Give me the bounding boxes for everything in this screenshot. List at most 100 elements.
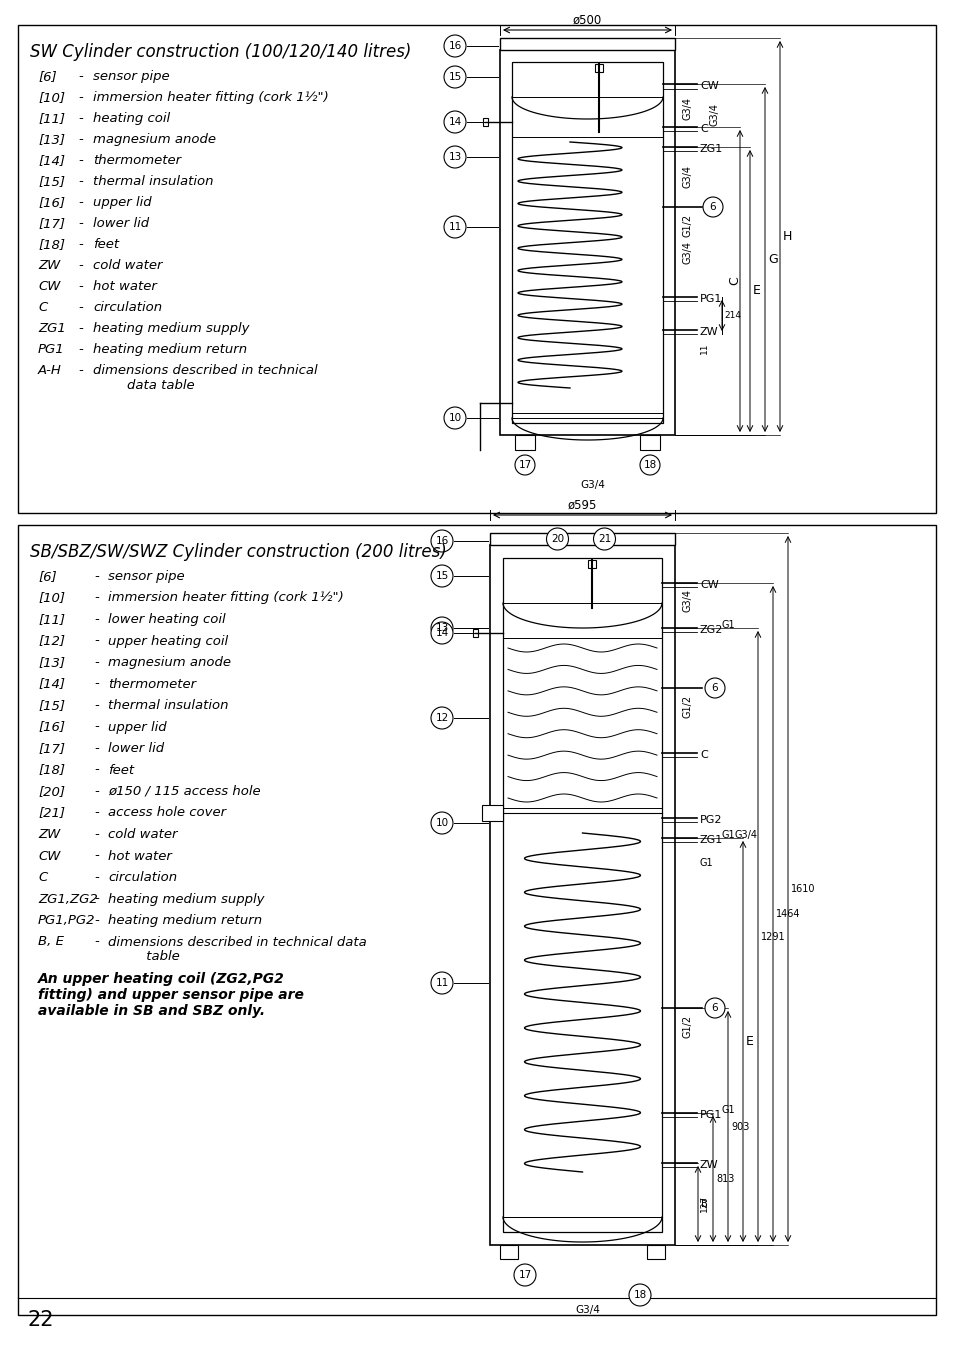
- Text: G1/2: G1/2: [682, 694, 692, 718]
- Text: ZW: ZW: [700, 327, 718, 338]
- Bar: [473, 629, 477, 638]
- Text: PG2: PG2: [700, 815, 721, 824]
- Text: 16: 16: [435, 537, 448, 546]
- Circle shape: [431, 530, 453, 551]
- Text: -: -: [94, 570, 99, 582]
- Text: 17: 17: [517, 1270, 531, 1280]
- Text: thermal insulation: thermal insulation: [108, 699, 229, 712]
- Bar: [639, 434, 659, 451]
- Text: heating medium return: heating medium return: [92, 343, 247, 356]
- Circle shape: [514, 1264, 536, 1286]
- Text: [10]: [10]: [38, 592, 65, 604]
- Text: 11: 11: [448, 222, 461, 231]
- Circle shape: [704, 678, 724, 698]
- Text: heating medium supply: heating medium supply: [108, 893, 264, 905]
- Text: G1/2: G1/2: [682, 214, 692, 237]
- Circle shape: [431, 812, 453, 834]
- Circle shape: [431, 972, 453, 994]
- Text: [13]: [13]: [38, 133, 65, 147]
- Text: -: -: [94, 936, 99, 948]
- Text: -: -: [94, 678, 99, 690]
- Text: 6: 6: [709, 202, 716, 213]
- Text: -: -: [78, 91, 83, 104]
- Text: [16]: [16]: [38, 721, 65, 733]
- Text: ø150 / 115 access hole: ø150 / 115 access hole: [108, 785, 260, 798]
- Text: sensor pipe: sensor pipe: [92, 70, 170, 83]
- Text: B: B: [700, 1198, 707, 1209]
- Text: 214: 214: [723, 311, 740, 320]
- Circle shape: [443, 66, 465, 87]
- Text: -: -: [94, 785, 99, 798]
- Bar: [481, 806, 502, 820]
- Text: -: -: [94, 829, 99, 841]
- Text: -: -: [78, 175, 83, 188]
- Text: immersion heater fitting (cork 1½"): immersion heater fitting (cork 1½"): [92, 91, 329, 104]
- Text: -: -: [94, 764, 99, 776]
- Text: G3/4: G3/4: [682, 165, 692, 188]
- Bar: [515, 434, 535, 451]
- Circle shape: [639, 455, 659, 475]
- Text: [6]: [6]: [38, 70, 56, 83]
- Text: access hole cover: access hole cover: [108, 807, 226, 819]
- Text: 1610: 1610: [790, 884, 815, 894]
- Text: ZG2: ZG2: [700, 625, 722, 635]
- Text: -: -: [94, 915, 99, 927]
- Text: SW Cylinder construction (100/120/140 litres): SW Cylinder construction (100/120/140 li…: [30, 43, 411, 61]
- Text: -: -: [78, 280, 83, 293]
- Text: G3/4: G3/4: [734, 830, 758, 841]
- Text: [14]: [14]: [38, 153, 65, 167]
- Text: -: -: [78, 70, 83, 83]
- Text: cold water: cold water: [108, 829, 177, 841]
- Text: [6]: [6]: [38, 570, 56, 582]
- Text: 21: 21: [598, 534, 611, 543]
- Text: -: -: [94, 807, 99, 819]
- Text: PG1,PG2: PG1,PG2: [38, 915, 95, 927]
- Text: H: H: [782, 230, 792, 243]
- Text: 15: 15: [448, 73, 461, 82]
- Circle shape: [443, 147, 465, 168]
- Text: dimensions described in technical data
         table: dimensions described in technical data t…: [108, 936, 366, 963]
- Text: [14]: [14]: [38, 678, 65, 690]
- Text: [12]: [12]: [38, 635, 65, 647]
- Text: dimensions described in technical
        data table: dimensions described in technical data t…: [92, 364, 317, 391]
- Bar: [595, 65, 603, 73]
- Circle shape: [431, 617, 453, 639]
- Text: 14: 14: [435, 628, 448, 638]
- Text: PG1: PG1: [700, 295, 721, 304]
- Circle shape: [443, 112, 465, 133]
- Text: G1: G1: [721, 620, 735, 629]
- Text: heating coil: heating coil: [92, 112, 170, 125]
- Text: -: -: [94, 850, 99, 862]
- Bar: [499, 50, 675, 434]
- Text: 18: 18: [642, 460, 656, 469]
- Circle shape: [443, 408, 465, 429]
- Text: [17]: [17]: [38, 217, 65, 230]
- Text: feet: feet: [108, 764, 134, 776]
- Text: ZG1: ZG1: [700, 144, 722, 153]
- Circle shape: [704, 998, 724, 1018]
- Text: upper heating coil: upper heating coil: [108, 635, 228, 647]
- Text: -: -: [94, 635, 99, 647]
- Circle shape: [515, 455, 535, 475]
- Text: circulation: circulation: [108, 872, 177, 884]
- Text: lower lid: lower lid: [92, 217, 149, 230]
- Text: A-H: A-H: [38, 364, 62, 377]
- Text: 22: 22: [28, 1310, 54, 1330]
- Text: 1464: 1464: [775, 909, 800, 919]
- Bar: [482, 118, 488, 126]
- Text: feet: feet: [92, 238, 119, 252]
- Text: 20: 20: [551, 534, 563, 543]
- Text: -: -: [78, 260, 83, 272]
- Text: lower heating coil: lower heating coil: [108, 613, 226, 625]
- Text: 18: 18: [633, 1290, 646, 1301]
- Text: [17]: [17]: [38, 742, 65, 755]
- Text: G3/4: G3/4: [682, 97, 692, 121]
- Text: 1291: 1291: [760, 932, 785, 941]
- Text: 813: 813: [716, 1174, 734, 1184]
- Circle shape: [431, 621, 453, 644]
- Text: 11: 11: [700, 342, 708, 354]
- Text: upper lid: upper lid: [108, 721, 167, 733]
- Text: -: -: [94, 592, 99, 604]
- Text: -: -: [94, 742, 99, 755]
- Text: G3/4: G3/4: [575, 1305, 599, 1315]
